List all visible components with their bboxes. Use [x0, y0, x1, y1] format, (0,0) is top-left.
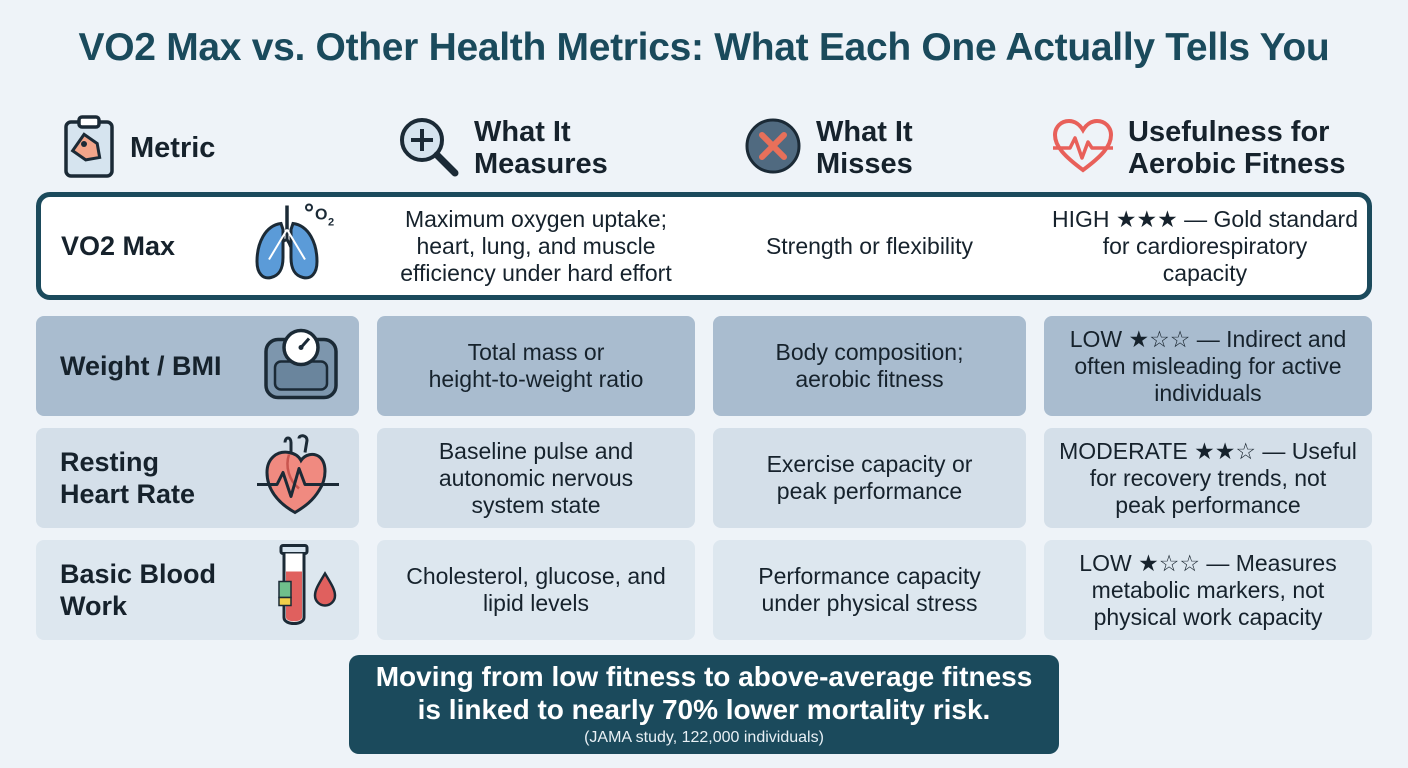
measures-line: Baseline pulse and [438, 437, 634, 464]
header-metric: Metric [62, 108, 215, 188]
measures-line: heart, lung, and muscle [416, 232, 656, 259]
misses-line: Strength or flexibility [765, 232, 974, 259]
usefulness-line: capacity [1162, 259, 1248, 286]
measures-line: lipid levels [482, 590, 590, 616]
table-row-basic-blood-work: Basic Blood Work Cholesterol, glucose, a… [36, 540, 1372, 640]
measures-line: height-to-weight ratio [428, 366, 644, 392]
key-finding-line1: Moving from low fitness to above-average… [375, 661, 1033, 692]
header-measures-line2: Measures [474, 148, 608, 180]
usefulness-line: for recovery trends, not [1089, 464, 1327, 491]
key-finding-line2: is linked to nearly 70% lower mortality … [417, 694, 991, 725]
lungs-icon: O 2 [251, 200, 341, 293]
table-row-vo2max: VO2 Max O 2 Maximum oxygen uptake; heart… [36, 192, 1372, 300]
table-row-weight-bmi: Weight / BMI Total mass or height-to-wei… [36, 316, 1372, 416]
measures-line: Maximum oxygen uptake; [404, 205, 668, 232]
metric-name: Basic Blood [60, 559, 217, 589]
usefulness-line: individuals [1154, 379, 1262, 406]
key-finding-source: (JAMA study, 122,000 individuals) [584, 729, 824, 746]
usefulness-cell: MODERATE ★★☆ — Useful for recovery trend… [1044, 428, 1372, 528]
measures-cell: Total mass or height-to-weight ratio [377, 316, 695, 416]
measures-cell: Baseline pulse and autonomic nervous sys… [377, 428, 695, 528]
key-finding-banner: Moving from low fitness to above-average… [349, 655, 1059, 754]
misses-line: aerobic fitness [795, 366, 944, 392]
header-misses-line1: What It [816, 116, 913, 148]
heart-pulse-icon [1052, 118, 1114, 179]
clipboard-icon [62, 114, 116, 183]
misses-line: peak performance [776, 478, 963, 504]
usefulness-line: MODERATE ★★☆ — Useful [1059, 437, 1357, 464]
metric-name: Heart Rate [60, 479, 196, 509]
misses-line: Exercise capacity or [766, 451, 973, 477]
misses-cell: Exercise capacity or peak performance [713, 428, 1026, 528]
header-usefulness-line1: Usefulness for [1128, 116, 1330, 148]
misses-line: Body composition; [775, 339, 964, 365]
measures-line: efficiency under hard effort [400, 259, 672, 286]
header-measures-line1: What It [474, 116, 571, 148]
svg-text:2: 2 [328, 217, 334, 229]
usefulness-line: peak performance [1115, 491, 1301, 518]
measures-cell: Maximum oxygen uptake; heart, lung, and … [377, 201, 695, 291]
usefulness-line: for cardiorespiratory [1102, 232, 1308, 259]
usefulness-line: metabolic markers, not [1091, 576, 1325, 603]
misses-line: Performance capacity [758, 563, 981, 589]
metric-name-cell: VO2 Max O 2 [41, 201, 359, 291]
metric-name-cell: Basic Blood Work [36, 540, 359, 640]
misses-cell: Strength or flexibility [713, 201, 1026, 291]
misses-cell: Body composition; aerobic fitness [713, 316, 1026, 416]
metric-name: VO2 Max [61, 231, 176, 261]
usefulness-line: LOW ★☆☆ — Indirect and [1069, 325, 1347, 352]
metric-name: Work [60, 591, 128, 621]
header-metric-label: Metric [130, 132, 216, 164]
measures-line: Cholesterol, glucose, and [406, 563, 666, 589]
usefulness-line: HIGH ★★★ — Gold standard [1051, 205, 1358, 232]
header-usefulness-line2: Aerobic Fitness [1128, 148, 1346, 180]
usefulness-line: LOW ★☆☆ — Measures [1079, 549, 1337, 576]
metric-name-cell: Weight / BMI [36, 316, 359, 416]
measures-line: autonomic nervous [438, 464, 634, 491]
x-circle-icon [744, 117, 802, 180]
measures-cell: Cholesterol, glucose, and lipid levels [377, 540, 695, 640]
svg-text:O: O [315, 207, 327, 224]
measures-line: system state [471, 491, 601, 518]
usefulness-line: physical work capacity [1093, 603, 1323, 630]
misses-line: under physical stress [761, 590, 978, 616]
table-row-resting-heart-rate: Resting Heart Rate Baseline pulse and au… [36, 428, 1372, 528]
header-misses: What It Misses [744, 108, 913, 188]
header-misses-line2: Misses [816, 148, 913, 180]
usefulness-cell: LOW ★☆☆ — Indirect and often misleading … [1044, 316, 1372, 416]
scale-icon [261, 326, 341, 407]
metric-name-cell: Resting Heart Rate [36, 428, 359, 528]
measures-line: Total mass or [467, 339, 605, 365]
misses-cell: Performance capacity under physical stre… [713, 540, 1026, 640]
test-tube-icon [271, 542, 341, 639]
magnifier-plus-icon [396, 114, 460, 183]
metric-name: Weight / BMI [60, 351, 222, 381]
usefulness-cell: LOW ★☆☆ — Measures metabolic markers, no… [1044, 540, 1372, 640]
usefulness-line: often misleading for active [1074, 352, 1342, 379]
usefulness-cell: HIGH ★★★ — Gold standard for cardiorespi… [1044, 201, 1366, 291]
page-title: VO2 Max vs. Other Health Metrics: What E… [78, 26, 1330, 69]
header-measures: What It Measures [396, 108, 608, 188]
metric-name: Resting [60, 447, 160, 477]
header-usefulness: Usefulness for Aerobic Fitness [1052, 108, 1346, 188]
heart-icon [255, 433, 341, 524]
